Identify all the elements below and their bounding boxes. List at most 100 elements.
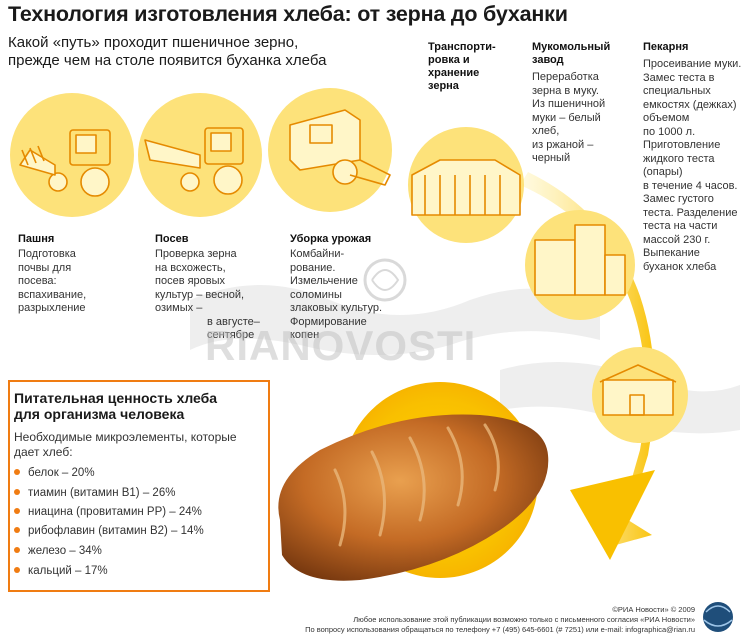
stage-title: Посев xyxy=(155,233,189,245)
stage-sowing: Посев Проверка зерна на всхожесть, посев… xyxy=(155,233,260,343)
stage-description: Комбайни- рование. Измельчение соломины … xyxy=(290,248,382,343)
stage-circle-2 xyxy=(138,93,262,217)
stage-text-line: культур – весной, xyxy=(155,288,245,301)
nutrition-title: Питательная ценность хлеба для организма… xyxy=(14,390,217,422)
nutrition-panel xyxy=(8,380,270,592)
stage-text-line: сентябре xyxy=(207,329,255,341)
nutrition-intro-line: Необходимые микроэлементы, которые xyxy=(14,430,237,444)
nutrition-item: кальций – 17% xyxy=(14,565,108,577)
stage-text-line: зерна в муку. xyxy=(532,84,599,97)
stage-text-line: массой 230 г. xyxy=(643,233,711,246)
footer-copyright: ©РИА Новости» © 2009 xyxy=(612,605,695,614)
stage-text-line: вспахивание, xyxy=(18,288,87,301)
ria-logo-mark xyxy=(363,258,407,302)
stage-text-line: копен xyxy=(290,329,320,341)
stage-text-line: Просеивание муки. xyxy=(643,58,742,70)
stage-circle-6 xyxy=(592,347,688,443)
stage-circle-5 xyxy=(525,210,635,320)
nutrition-title-line: Питательная ценность хлеба xyxy=(14,390,218,406)
stage-text-line: Подготовка xyxy=(18,248,76,260)
stage-text-line: Комбайни- xyxy=(290,248,345,260)
stage-text-line: Выпекание xyxy=(643,247,700,259)
flow-arrow-head xyxy=(570,470,655,560)
stage-title-line: хранение xyxy=(428,67,480,79)
stage-text-line: озимых – xyxy=(155,302,203,314)
stage-text-line: муки – белый xyxy=(532,111,601,124)
page-title: Технология изготовления хлеба: от зерна … xyxy=(8,2,568,26)
stage-text-line: на всхожесть, xyxy=(155,261,226,274)
stage-plowing: Пашня Подготовка почвы для посева: вспах… xyxy=(18,233,86,316)
bullet-icon xyxy=(14,526,20,533)
nutrition-item-label: рибофлавин (витамин В2) – 14% xyxy=(28,525,204,537)
footer-contact: По вопросу использования обращаться по т… xyxy=(305,625,695,634)
stage-text-line: хлеб, xyxy=(532,125,560,137)
stage-circle-4 xyxy=(408,127,524,243)
stage-text-line: Замес густого xyxy=(643,193,714,205)
stage-text-line: из ржаной – xyxy=(532,138,594,151)
footer-usage-note: Любое использование этой публикации возм… xyxy=(353,615,695,624)
stage-title-line: Мукомольный xyxy=(532,41,611,53)
stage-text-line: почвы для xyxy=(18,261,72,274)
stage-description: Проверка зерна на всхожесть, посев яровы… xyxy=(155,248,260,343)
stage-text-line: Измельчение xyxy=(290,275,358,287)
stage-title: Пекарня xyxy=(643,41,689,53)
stage-bakery: Пекарня Просеивание муки. Замес теста в … xyxy=(643,41,741,274)
stage-text-line: специальных xyxy=(643,85,711,97)
stage-transport: Транспорти- ровка и хранение зерна xyxy=(428,41,496,93)
stage-text-line: в течение 4 часов. xyxy=(643,179,738,192)
stage-mill: Мукомольный завод Переработка зерна в му… xyxy=(532,41,610,166)
stage-text-line: соломины xyxy=(290,288,342,301)
stage-text-line: теста на части xyxy=(643,220,718,232)
nutrition-item-label: железо – 34% xyxy=(28,545,102,557)
nutrition-item-label: кальций – 17% xyxy=(28,565,108,577)
stage-title-line: зерна xyxy=(428,80,459,92)
stage-text-line: Проверка зерна xyxy=(155,248,237,260)
stage-text-line: жидкого теста xyxy=(643,152,715,165)
stage-title: Уборка урожая xyxy=(290,233,372,245)
stage-circle-3 xyxy=(268,88,392,212)
stage-text-line: Приготовление xyxy=(643,139,721,151)
nutrition-item: белок – 20% xyxy=(14,467,95,479)
stage-text-line: посева: xyxy=(18,275,57,287)
stage-text-line: Формирование xyxy=(290,315,367,328)
nutrition-item-label: тиамин (витамин В1) – 26% xyxy=(28,487,176,499)
nutrition-item-label: белок – 20% xyxy=(28,467,95,479)
bullet-icon xyxy=(14,507,20,514)
stage-text-line: посев яровых xyxy=(155,275,226,287)
nutrition-item: рибофлавин (витамин В2) – 14% xyxy=(14,525,204,537)
nutrition-title-line: для организма человека xyxy=(14,406,185,422)
stage-description: Переработка зерна в муку. Из пшеничной м… xyxy=(532,71,610,166)
bread-loaf xyxy=(278,414,549,581)
bullet-icon xyxy=(14,468,20,475)
stage-title: Пашня xyxy=(18,233,55,245)
nutrition-item: ниацина (провитамин РР) – 24% xyxy=(14,506,202,518)
nutrition-intro-line: дает хлеб: xyxy=(14,445,73,459)
stage-description: Просеивание муки. Замес теста в специаль… xyxy=(643,58,741,274)
stage-text-line: Из пшеничной xyxy=(532,98,606,110)
stage-text-line: емкостях (дежках) xyxy=(643,98,737,111)
stage-title-line: Транспорти- xyxy=(428,41,496,53)
stage-text-line: по 1000 л. xyxy=(643,125,696,138)
nutrition-item: тиамин (витамин В1) – 26% xyxy=(14,487,175,499)
stage-text-line: злаковых культур. xyxy=(290,302,383,314)
stage-harvest: Уборка урожая Комбайни- рование. Измельч… xyxy=(290,233,382,343)
stage-text-line: Переработка xyxy=(532,71,599,83)
bullet-icon xyxy=(14,566,20,573)
watermark-text: RIANOVOSTI xyxy=(205,322,477,369)
subtitle-line-2: прежде чем на столе появится буханка хле… xyxy=(8,52,327,69)
stage-title-line: ровка и xyxy=(428,54,470,66)
stage-description: Подготовка почвы для посева: вспахивание… xyxy=(18,248,86,316)
stage-text-line: разрыхление xyxy=(18,302,86,314)
stage-title-line: завод xyxy=(532,54,564,66)
stage-text-line: объемом xyxy=(643,112,690,124)
stage-circle-1 xyxy=(10,93,134,217)
stage-text-line: (опары) xyxy=(643,166,683,178)
stage-text-line: буханок хлеба xyxy=(643,260,717,273)
subtitle-line-1: Какой «путь» проходит пшеничное зерно, xyxy=(8,34,299,51)
stage-text-line: теста. Разделение xyxy=(643,206,738,219)
ria-globe-logo xyxy=(703,602,733,632)
bullet-icon xyxy=(14,488,20,495)
nutrition-item-label: ниацина (провитамин РР) – 24% xyxy=(28,506,202,518)
stage-text-line: рование. xyxy=(290,261,336,274)
